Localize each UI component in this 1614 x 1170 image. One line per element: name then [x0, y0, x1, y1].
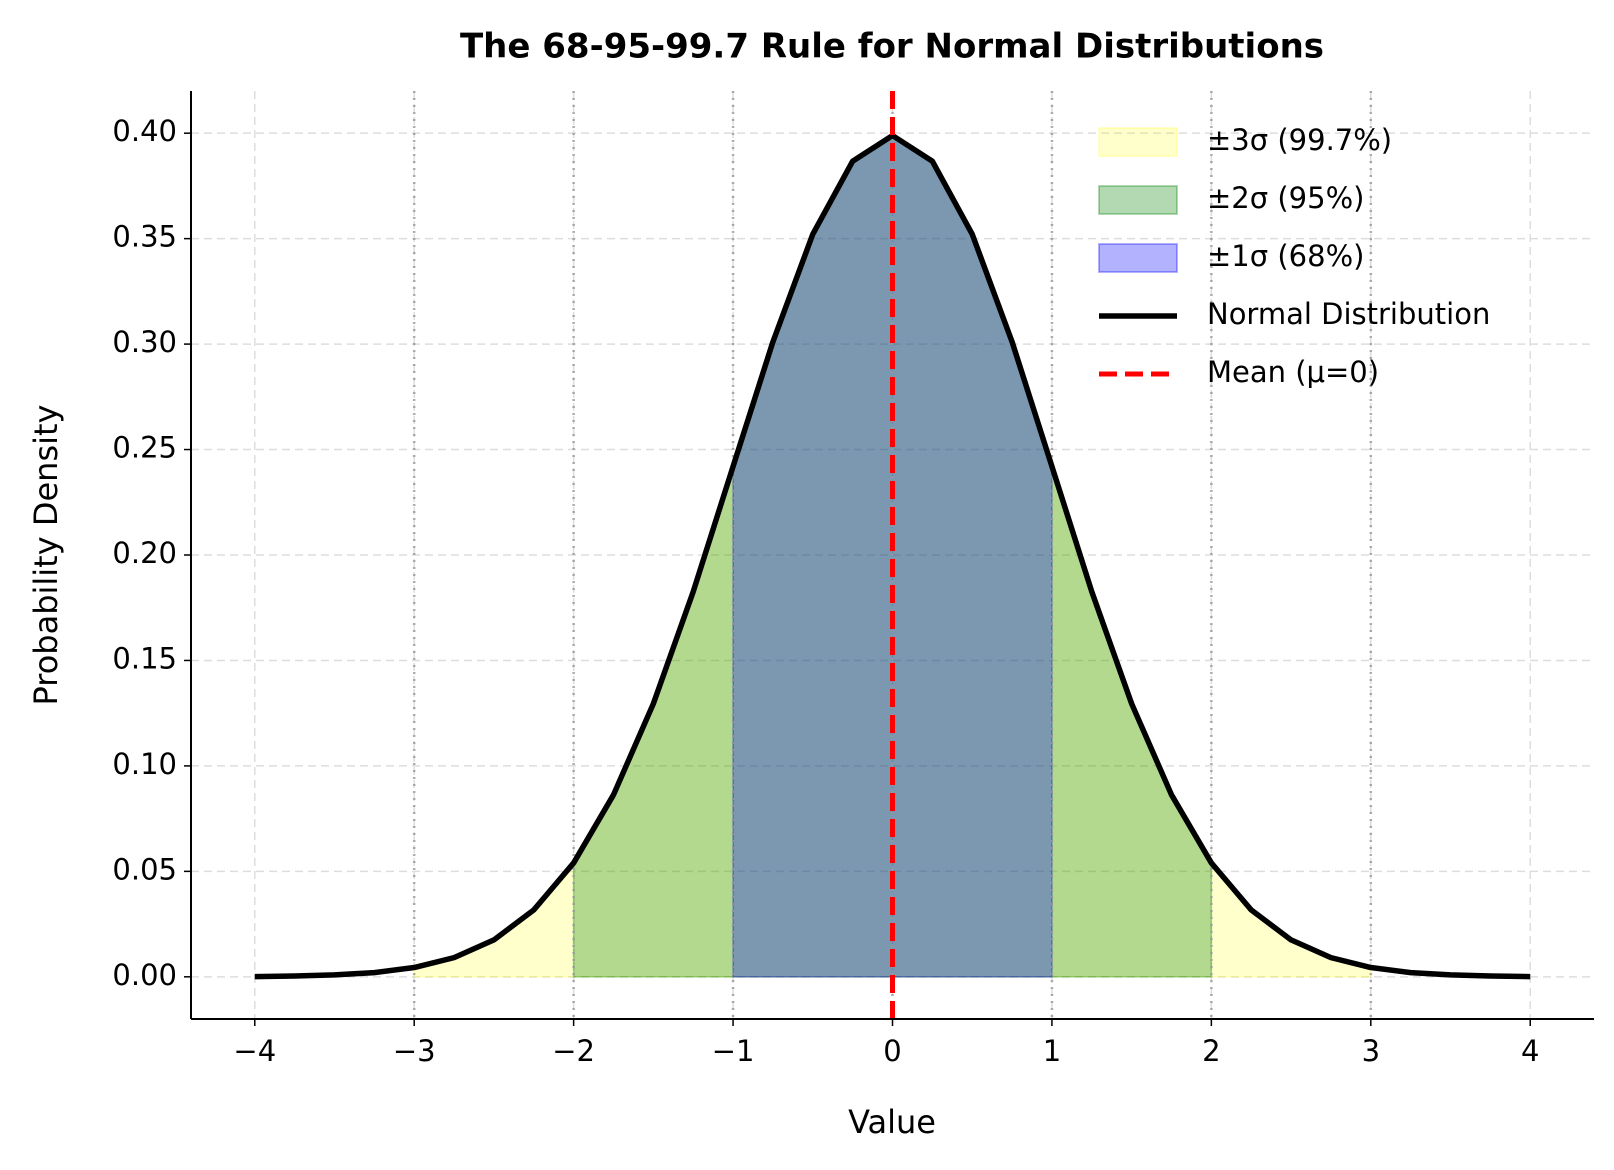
x-tick-label: −2 [552, 1034, 595, 1068]
x-axis-label: Value [848, 1103, 936, 1141]
legend-label: ±3σ (99.7%) [1207, 123, 1392, 157]
y-tick-label: 0.00 [112, 958, 177, 992]
legend-label: Normal Distribution [1207, 297, 1490, 331]
x-tick-label: 4 [1521, 1034, 1539, 1068]
y-tick-label: 0.05 [112, 852, 177, 886]
x-tick-label: −1 [712, 1034, 755, 1068]
y-tick-label: 0.35 [112, 220, 177, 254]
legend-label: ±1σ (68%) [1207, 239, 1364, 273]
y-tick-label: 0.15 [112, 641, 177, 675]
legend-label: Mean (μ=0) [1207, 355, 1379, 389]
legend-swatch [1098, 243, 1178, 273]
y-axis-label: Probability Density [27, 405, 65, 706]
x-tick-label: 0 [883, 1034, 901, 1068]
y-tick-label: 0.30 [112, 325, 177, 359]
chart-title: The 68-95-99.7 Rule for Normal Distribut… [460, 27, 1324, 67]
y-tick-label: 0.20 [112, 536, 177, 570]
y-tick-label: 0.25 [112, 431, 177, 465]
x-tick-label: 3 [1362, 1034, 1380, 1068]
y-tick-label: 0.10 [112, 747, 177, 781]
legend-swatch [1098, 127, 1178, 157]
y-tick-label: 0.40 [112, 114, 177, 148]
x-tick-label: −4 [233, 1034, 276, 1068]
legend-swatch [1098, 185, 1178, 215]
x-tick-label: 1 [1043, 1034, 1061, 1068]
legend-label: ±2σ (95%) [1207, 181, 1364, 215]
x-tick-label: −3 [393, 1034, 436, 1068]
x-tick-label: 2 [1202, 1034, 1220, 1068]
curve [254, 132, 1531, 980]
